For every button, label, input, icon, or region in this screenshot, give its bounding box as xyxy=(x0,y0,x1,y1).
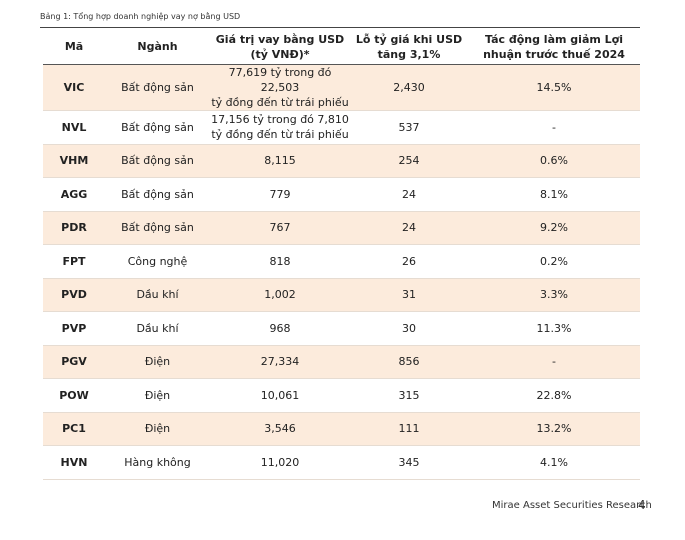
table-cell: 3.3% xyxy=(468,278,640,312)
table-cell: 24 xyxy=(350,177,468,212)
table-cell: 537 xyxy=(350,110,468,145)
table-cell: 11,020 xyxy=(210,445,350,480)
table-caption: Bảng 1: Tổng hợp doanh nghiệp vay nợ bằn… xyxy=(40,12,241,21)
table-cell: 31 xyxy=(350,278,468,312)
table-row: VIC Bất động sản 77,619 tỷ trong đó 22,503… xyxy=(43,64,640,111)
table-cell: 9.2% xyxy=(468,211,640,245)
table-cell: 779 xyxy=(210,177,350,212)
table-cell: - xyxy=(468,110,640,145)
table-cell: 2,430 xyxy=(350,64,468,111)
caption-rule xyxy=(40,27,640,28)
table-cell: Dầu khí xyxy=(105,311,210,346)
table-row: VHM Bất động sản 8,115 254 0.6% xyxy=(43,144,640,178)
table-cell: 26 xyxy=(350,244,468,279)
table-row: FPT Công nghệ 818 26 0.2% xyxy=(43,244,640,279)
cell-line: tỷ đồng đến từ trái phiếu xyxy=(211,96,349,109)
table-cell: Bất động sản xyxy=(105,110,210,145)
table-cell: 27,334 xyxy=(210,345,350,379)
table-cell: 77,619 tỷ trong đó 22,503 tỷ đồng đến từ … xyxy=(210,64,350,111)
table-cell: 14.5% xyxy=(468,64,640,111)
header-cell: Tác động làm giảm Lợi nhuận trước thuế 2… xyxy=(468,29,640,65)
table-cell: Điện xyxy=(105,412,210,446)
table-cell: 13.2% xyxy=(468,412,640,446)
table-cell: 345 xyxy=(350,445,468,480)
ticker-cell: PDR xyxy=(43,211,105,245)
table-cell: 315 xyxy=(350,378,468,413)
table-cell: 3,546 xyxy=(210,412,350,446)
table-row: NVL Bất động sản 17,156 tỷ trong đó 7,810 t… xyxy=(43,110,640,145)
header-cell: Giá trị vay bằng USD (tỷ VNĐ)* xyxy=(210,29,350,65)
table-cell: 8.1% xyxy=(468,177,640,212)
table-cell: 254 xyxy=(350,144,468,178)
page-number: 4 xyxy=(638,498,646,512)
table-cell: 10,061 xyxy=(210,378,350,413)
data-table: Mã Ngành Giá trị vay bằng USD (tỷ VNĐ)* Lỗ … xyxy=(43,29,640,480)
table-cell: Công nghệ xyxy=(105,244,210,279)
ticker-cell: NVL xyxy=(43,110,105,145)
header-cell: Mã xyxy=(43,29,105,65)
header-row: Mã Ngành Giá trị vay bằng USD (tỷ VNĐ)* Lỗ … xyxy=(43,29,640,65)
table-cell: Hàng không xyxy=(105,445,210,480)
ticker-cell: AGG xyxy=(43,177,105,212)
table-cell: 30 xyxy=(350,311,468,346)
footer-source: Mirae Asset Securities Research xyxy=(492,500,652,511)
table-cell: Dầu khí xyxy=(105,278,210,312)
table-row: POW Điện 10,061 315 22.8% xyxy=(43,378,640,413)
ticker-cell: POW xyxy=(43,378,105,413)
ticker-cell: PC1 xyxy=(43,412,105,446)
table-row: PDR Bất động sản 767 24 9.2% xyxy=(43,211,640,245)
table-cell: Bất động sản xyxy=(105,144,210,178)
table-cell: 856 xyxy=(350,345,468,379)
table-row: PC1 Điện 3,546 111 13.2% xyxy=(43,412,640,446)
table-cell: 111 xyxy=(350,412,468,446)
table-cell: 22.8% xyxy=(468,378,640,413)
table-cell: 17,156 tỷ trong đó 7,810 tỷ đồng đến từ t… xyxy=(210,110,350,145)
table-cell: Điện xyxy=(105,345,210,379)
ticker-cell: VIC xyxy=(43,64,105,111)
table-row: HVN Hàng không 11,020 345 4.1% xyxy=(43,445,640,480)
table-cell: 0.6% xyxy=(468,144,640,178)
table-cell: 0.2% xyxy=(468,244,640,279)
table-cell: 8,115 xyxy=(210,144,350,178)
table-cell: Bất động sản xyxy=(105,177,210,212)
table-cell: Bất động sản xyxy=(105,211,210,245)
table-cell: Điện xyxy=(105,378,210,413)
table-row: PGV Điện 27,334 856- xyxy=(43,345,640,379)
ticker-cell: PGV xyxy=(43,345,105,379)
table-cell: Bất động sản xyxy=(105,64,210,111)
header-cell: Lỗ tỷ giá khi USD tăng 3,1% xyxy=(350,29,468,65)
cell-line: 17,156 tỷ trong đó 7,810 xyxy=(211,113,349,127)
ticker-cell: PVP xyxy=(43,311,105,346)
table-row: PVP Dầu khí 968 30 11.3% xyxy=(43,311,640,346)
table-cell: 818 xyxy=(210,244,350,279)
header-cell: Ngành xyxy=(105,29,210,65)
table-cell: - xyxy=(468,345,640,379)
cell-line: 77,619 tỷ trong đó 22,503 xyxy=(228,66,332,94)
table-row: PVD Dầu khí 1,002 31 3.3% xyxy=(43,278,640,312)
ticker-cell: HVN xyxy=(43,445,105,480)
table-row: AGG Bất động sản 779 24 8.1% xyxy=(43,177,640,212)
table-body: VIC Bất động sản 77,619 tỷ trong đó 22,503… xyxy=(43,64,640,480)
table-cell: 11.3% xyxy=(468,311,640,346)
ticker-cell: VHM xyxy=(43,144,105,178)
table-cell: 24 xyxy=(350,211,468,245)
cell-line: tỷ đồng đến từ trái phiếu xyxy=(211,128,349,142)
ticker-cell: PVD xyxy=(43,278,105,312)
table-cell: 4.1% xyxy=(468,445,640,480)
table-cell: 968 xyxy=(210,311,350,346)
table-cell: 767 xyxy=(210,211,350,245)
table-cell: 1,002 xyxy=(210,278,350,312)
ticker-cell: FPT xyxy=(43,244,105,279)
